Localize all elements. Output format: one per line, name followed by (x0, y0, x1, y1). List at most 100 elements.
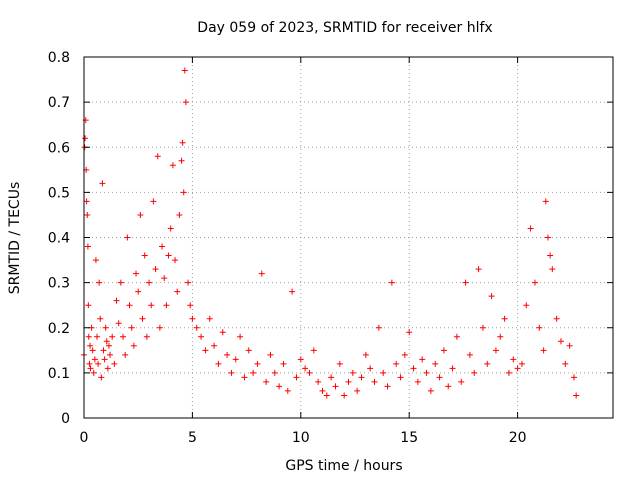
data-point (107, 351, 114, 358)
data-point (193, 324, 200, 331)
data-point (419, 356, 426, 363)
data-point (139, 315, 146, 322)
data-point (371, 378, 378, 385)
data-point (427, 387, 434, 394)
x-tick-label: 0 (80, 430, 89, 446)
data-point (211, 342, 218, 349)
data-point (95, 360, 102, 367)
data-point (547, 252, 554, 259)
chart-title: Day 059 of 2023, SRMTID for receiver hlf… (197, 20, 492, 36)
data-point (492, 347, 499, 354)
data-point (122, 351, 129, 358)
data-point (414, 378, 421, 385)
data-point (527, 225, 534, 232)
data-point (90, 369, 97, 376)
y-tick-label: 0.8 (48, 50, 70, 66)
data-point (128, 324, 135, 331)
data-point (86, 360, 93, 367)
data-point (84, 211, 91, 218)
data-point (172, 257, 179, 264)
data-point (544, 234, 551, 241)
data-point (133, 270, 140, 277)
data-point (176, 211, 183, 218)
data-point (573, 392, 580, 399)
data-point (557, 338, 564, 345)
data-point (250, 369, 257, 376)
data-point (148, 302, 155, 309)
y-tick-label: 0.1 (48, 366, 70, 382)
x-tick-label: 15 (400, 430, 418, 446)
data-point (96, 279, 103, 286)
data-point (267, 351, 274, 358)
data-point (466, 351, 473, 358)
data-point (91, 356, 98, 363)
data-point (189, 315, 196, 322)
data-point (319, 387, 326, 394)
data-point (87, 342, 94, 349)
data-point (237, 333, 244, 340)
data-point (542, 198, 549, 205)
data-point (124, 234, 131, 241)
data-point (143, 333, 150, 340)
data-point (540, 347, 547, 354)
data-point (462, 279, 469, 286)
data-point (475, 266, 482, 273)
data-point (471, 369, 478, 376)
data-point (167, 225, 174, 232)
data-point (271, 369, 278, 376)
data-point (179, 139, 186, 146)
data-point (484, 360, 491, 367)
data-point (497, 333, 504, 340)
data-point (105, 342, 112, 349)
data-point (458, 378, 465, 385)
data-point (109, 333, 116, 340)
y-axis-label: SRMTID / TECUs (7, 182, 23, 295)
data-point (224, 351, 231, 358)
data-point (432, 360, 439, 367)
data-point (315, 378, 322, 385)
data-point (501, 315, 508, 322)
data-point (332, 383, 339, 390)
data-point (111, 360, 118, 367)
data-point (154, 153, 161, 160)
data-point (137, 211, 144, 218)
data-point (94, 333, 101, 340)
data-point (178, 157, 185, 164)
x-tick-label: 5 (188, 430, 197, 446)
data-point (445, 383, 452, 390)
data-point (358, 374, 365, 381)
x-tick-label: 10 (292, 430, 310, 446)
data-point (523, 302, 530, 309)
data-point (146, 279, 153, 286)
data-point (163, 302, 170, 309)
data-point (367, 365, 374, 372)
data-point (341, 392, 348, 399)
data-point (306, 369, 313, 376)
data-points (81, 67, 580, 399)
axis-ticks: 0 0.1 0.2 0.3 0.4 0.5 0.6 0.7 0.8 0 5 10 15 20 (48, 50, 613, 446)
data-point (531, 279, 538, 286)
data-point (84, 243, 91, 250)
data-point (549, 266, 556, 273)
data-point (310, 347, 317, 354)
data-point (219, 329, 226, 336)
data-point (440, 347, 447, 354)
data-point (384, 383, 391, 390)
data-point (254, 360, 261, 367)
data-point (228, 369, 235, 376)
data-point (284, 387, 291, 394)
data-point (518, 360, 525, 367)
data-point (161, 275, 168, 282)
data-point (505, 369, 512, 376)
data-point (98, 374, 105, 381)
data-point (449, 365, 456, 372)
data-point (126, 302, 133, 309)
data-point (180, 189, 187, 196)
data-point (354, 387, 361, 394)
y-tick-label: 0.6 (48, 140, 70, 156)
data-point (89, 347, 96, 354)
data-point (113, 297, 120, 304)
data-point (328, 374, 335, 381)
data-point (453, 333, 460, 340)
